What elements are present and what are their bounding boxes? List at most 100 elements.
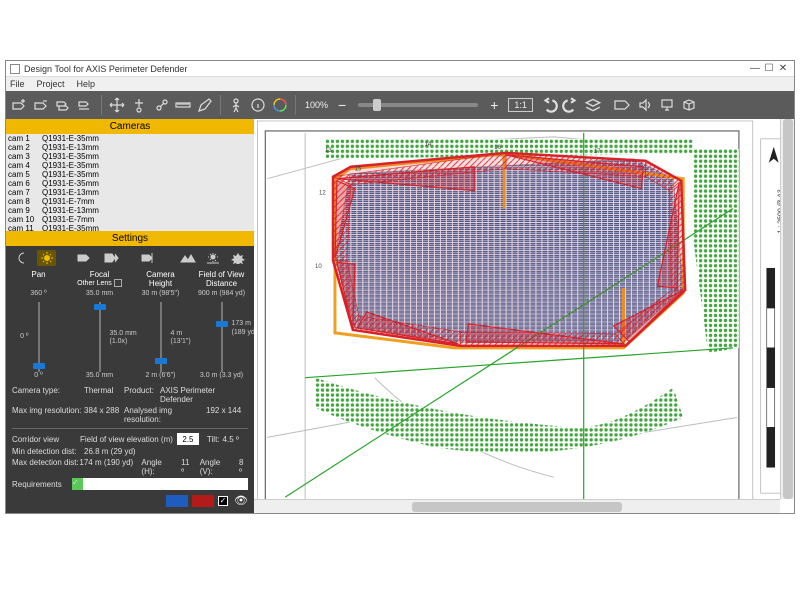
angle-v-value: 8 º bbox=[239, 458, 248, 476]
height-max: 30 m (98'5") bbox=[142, 290, 180, 298]
scene-view-icon[interactable] bbox=[179, 250, 198, 266]
layers-icon[interactable] bbox=[583, 95, 603, 115]
min-det-value: 26.8 m (29 yd) bbox=[84, 447, 248, 456]
focal-value: 35.0 mm (1.0x) bbox=[110, 330, 150, 346]
ruler-icon[interactable] bbox=[173, 95, 193, 115]
camera-list-row[interactable]: cam 2Q1931-E-13mm bbox=[6, 143, 254, 152]
duplicate-camera-icon[interactable] bbox=[54, 95, 74, 115]
color-wheel-icon[interactable] bbox=[270, 95, 290, 115]
height-slider[interactable]: 4 m (13'1") bbox=[153, 302, 169, 372]
svg-text:12: 12 bbox=[319, 191, 326, 197]
info-icon[interactable] bbox=[248, 95, 268, 115]
fixed-camera-icon[interactable] bbox=[76, 250, 95, 266]
ptz-camera-icon[interactable] bbox=[101, 250, 120, 266]
focal-slider-column: FocalOther Lens 35.0 mm 35.0 mm (1.0x) 3… bbox=[73, 270, 126, 380]
person-icon[interactable] bbox=[226, 95, 246, 115]
axis-cam-icon[interactable] bbox=[613, 95, 633, 115]
application-window: Design Tool for AXIS Perimeter Defender … bbox=[5, 60, 795, 514]
maximize-button[interactable]: ☐ bbox=[762, 63, 776, 74]
night-mode-icon[interactable] bbox=[12, 250, 31, 266]
side-panel: Cameras cam 1Q1931-E-35mmcam 2Q1931-E-13… bbox=[6, 119, 254, 513]
angle-h-label: Angle (H): bbox=[141, 458, 175, 476]
fov-elev-input[interactable] bbox=[177, 433, 199, 445]
scene-effect-icon[interactable] bbox=[229, 250, 248, 266]
menu-help[interactable]: Help bbox=[77, 79, 96, 89]
eye-icon[interactable]: 👁 bbox=[234, 494, 248, 507]
vertical-scrollbar[interactable] bbox=[780, 119, 794, 499]
camera-list-row[interactable]: cam 11Q1931-E-35mm bbox=[6, 224, 254, 231]
visibility-checkbox[interactable]: ✓ bbox=[218, 496, 228, 506]
remove-camera-icon[interactable] bbox=[32, 95, 52, 115]
cameras-header: Cameras bbox=[6, 119, 254, 134]
focal-min: 35.0 mm bbox=[86, 372, 113, 380]
zoom-percent-label: 100% bbox=[305, 100, 328, 110]
day-mode-icon[interactable] bbox=[37, 250, 56, 266]
close-button[interactable]: ✕ bbox=[776, 63, 790, 74]
camera-list-row[interactable]: cam 5Q1931-E-35mm bbox=[6, 170, 254, 179]
remove-point-icon[interactable] bbox=[151, 95, 171, 115]
camera-list-row[interactable]: cam 3Q1931-E-35mm bbox=[6, 152, 254, 161]
corridor-label: Corridor view bbox=[12, 435, 68, 444]
settings-header: Settings bbox=[6, 231, 254, 246]
svg-text:10: 10 bbox=[315, 264, 322, 270]
menu-project[interactable]: Project bbox=[37, 79, 65, 89]
horizontal-scrollbar[interactable] bbox=[254, 499, 780, 513]
camera-list-row[interactable]: cam 8Q1931-E-7mm bbox=[6, 197, 254, 206]
move-icon[interactable] bbox=[107, 95, 127, 115]
zoom-slider[interactable] bbox=[358, 103, 478, 107]
camera-angle-icon[interactable] bbox=[140, 250, 159, 266]
zoom-in-button[interactable]: + bbox=[490, 97, 498, 113]
max-img-value: 384 x 288 bbox=[84, 406, 124, 424]
title-bar: Design Tool for AXIS Perimeter Defender … bbox=[6, 61, 794, 77]
add-camera-icon[interactable] bbox=[10, 95, 30, 115]
illumination-mode-row bbox=[12, 250, 248, 266]
focal-max: 35.0 mm bbox=[86, 290, 113, 298]
camera-list-row[interactable]: cam 7Q1931-E-13mm bbox=[6, 188, 254, 197]
box-icon[interactable] bbox=[679, 95, 699, 115]
svg-text:13: 13 bbox=[325, 148, 332, 154]
analysed-value: 192 x 144 bbox=[206, 406, 248, 424]
scene-sun-icon[interactable] bbox=[204, 250, 223, 266]
zoom-out-button[interactable]: − bbox=[338, 97, 346, 113]
max-det-label: Max detection dist: bbox=[12, 458, 79, 476]
fov-elev-label: Field of view elevation (m) bbox=[80, 435, 173, 444]
camera-list-row[interactable]: cam 4Q1931-E-35mm bbox=[6, 161, 254, 170]
camera-list-row[interactable]: cam 6Q1931-E-35mm bbox=[6, 179, 254, 188]
focal-label: Focal bbox=[90, 270, 110, 279]
monitor-icon[interactable] bbox=[657, 95, 677, 115]
pencil-icon[interactable] bbox=[195, 95, 215, 115]
menu-file[interactable]: File bbox=[10, 79, 25, 89]
sound-icon[interactable] bbox=[635, 95, 655, 115]
camera-info: Camera type: Thermal Product: AXIS Perim… bbox=[12, 386, 248, 507]
requirements-label: Requirements bbox=[12, 480, 68, 489]
menu-bar: File Project Help bbox=[6, 77, 794, 91]
main-toolbar: 100% − + 1:1 bbox=[6, 91, 794, 119]
fov-slider[interactable]: 173 m (189 yd)📌 bbox=[214, 302, 230, 372]
redo-icon[interactable] bbox=[561, 95, 581, 115]
color-swatch-blue[interactable] bbox=[166, 495, 188, 507]
undo-icon[interactable] bbox=[539, 95, 559, 115]
product-value: AXIS Perimeter Defender bbox=[160, 386, 248, 404]
height-value: 4 m (13'1") bbox=[171, 330, 205, 346]
max-det-value: 174 m (190 yd) bbox=[79, 458, 141, 476]
fov-max: 900 m (984 yd) bbox=[198, 290, 245, 298]
height-slider-column: Camera Height 30 m (98'5") 4 m (13'1") 2… bbox=[134, 270, 187, 380]
design-canvas[interactable]: 13 14 12 10 15 16 17 bbox=[254, 119, 794, 513]
svg-text:17: 17 bbox=[594, 149, 601, 155]
camera-list-row[interactable]: cam 1Q1931-E-35mm bbox=[6, 134, 254, 143]
sliders-row: Pan 360 º 0 º 0 º FocalOther Lens 35.0 m… bbox=[12, 270, 248, 380]
camera-type-value: Thermal bbox=[84, 386, 124, 404]
pan-slider[interactable]: 0 º bbox=[31, 302, 47, 372]
camera-list-row[interactable]: cam 9Q1931-E-13mm bbox=[6, 206, 254, 215]
camera-list[interactable]: cam 1Q1931-E-35mmcam 2Q1931-E-13mmcam 3Q… bbox=[6, 134, 254, 231]
camera-list-row[interactable]: cam 10Q1931-E-7mm bbox=[6, 215, 254, 224]
zoom-reset-button[interactable]: 1:1 bbox=[508, 98, 533, 112]
other-lens-checkbox[interactable] bbox=[114, 279, 122, 287]
add-point-icon[interactable] bbox=[129, 95, 149, 115]
focal-slider[interactable]: 35.0 mm (1.0x) bbox=[92, 302, 108, 372]
color-swatch-red[interactable] bbox=[192, 495, 214, 507]
pan-min: 0 º bbox=[34, 372, 42, 380]
tilt-value: 4.5 º bbox=[223, 435, 239, 444]
minimize-button[interactable]: — bbox=[748, 63, 762, 74]
camera-list-icon[interactable] bbox=[76, 95, 96, 115]
